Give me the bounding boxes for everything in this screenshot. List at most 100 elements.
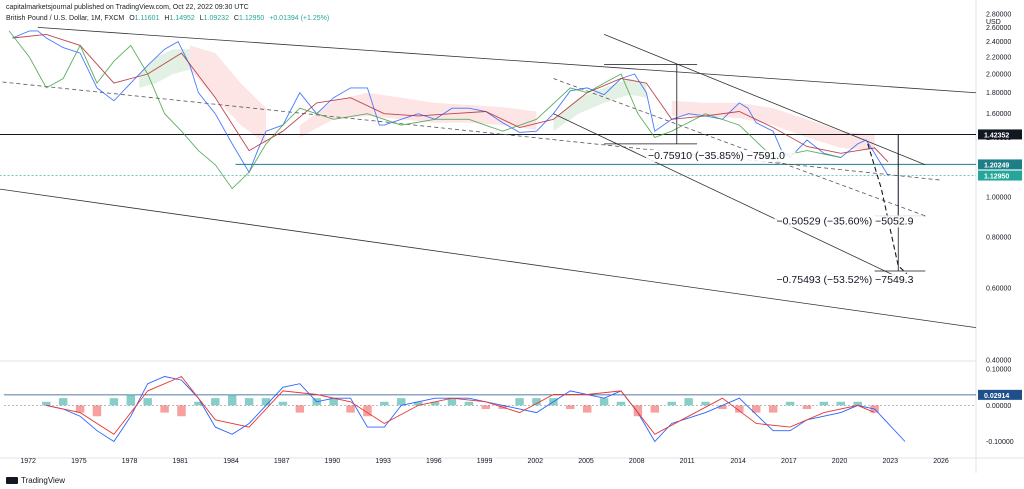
macd-histogram-bar-37 bbox=[667, 401, 676, 406]
macd-histogram-bar-10 bbox=[211, 398, 220, 406]
macd-histogram-bar-32 bbox=[582, 405, 592, 413]
annotation-text-2: −0.75493 (−53.52%) −7549.3 bbox=[777, 274, 914, 286]
macd-histogram-bar-18 bbox=[346, 405, 355, 413]
macd-histogram-bar-23 bbox=[430, 401, 440, 406]
high-value: 1.14952 bbox=[169, 15, 195, 22]
macd-series-0 bbox=[46, 376, 906, 443]
macd-histogram-bar-13 bbox=[261, 398, 271, 406]
symbol-title: British Pound / U.S. Dollar, 1M, FXCM bbox=[6, 15, 125, 22]
macd-histogram-bar-20 bbox=[380, 401, 389, 406]
macd-histogram-bar-43 bbox=[768, 405, 778, 413]
time-tick-7: 1993 bbox=[375, 458, 391, 465]
macd-histogram-bar-38 bbox=[684, 398, 693, 406]
macd-price-label-bg bbox=[978, 389, 1022, 400]
time-tick-16: 2020 bbox=[832, 458, 848, 465]
macd-histogram-bar-24 bbox=[447, 398, 457, 406]
annotation-bg-1 bbox=[774, 215, 925, 228]
macd-histogram-bar-14 bbox=[278, 401, 288, 406]
close-label: C bbox=[233, 15, 239, 22]
cloud-area-4 bbox=[671, 100, 875, 151]
time-tick-11: 2005 bbox=[578, 458, 594, 465]
macd-tick-1: 0.00000 bbox=[986, 403, 1011, 410]
time-tick-4: 1984 bbox=[223, 458, 239, 465]
annotation-text-0: −0.75910 (−35.85%) −7591.0 bbox=[648, 150, 785, 162]
trend-line-4 bbox=[553, 113, 909, 283]
macd-tick-0: 0.10000 bbox=[986, 367, 1011, 374]
macd-histogram-bar-34 bbox=[616, 401, 626, 406]
trend-line-0 bbox=[37, 27, 977, 94]
macd-histogram-bar-0 bbox=[42, 401, 51, 406]
tradingview-logo-icon bbox=[6, 477, 18, 484]
macd-histogram-bar-45 bbox=[802, 405, 812, 409]
price-tick-10: 0.80000 bbox=[986, 234, 1011, 241]
macd-histogram-bar-39 bbox=[701, 401, 710, 406]
macd-histogram-bar-15 bbox=[295, 405, 305, 413]
macd-histogram-bar-47 bbox=[836, 401, 845, 406]
open-label: O bbox=[129, 15, 135, 22]
publisher-line: capitalmarketsjournal published on Tradi… bbox=[6, 4, 249, 11]
macd-histogram-bar-44 bbox=[785, 401, 795, 406]
price-series-0 bbox=[12, 30, 889, 176]
projection-path bbox=[867, 143, 908, 275]
macd-histogram-bar-42 bbox=[752, 405, 761, 413]
macd-histogram-bar-11 bbox=[227, 394, 237, 406]
time-tick-2: 1978 bbox=[122, 458, 138, 465]
annotation-bg-0 bbox=[646, 149, 796, 162]
tradingview-logo[interactable]: TradingView bbox=[6, 476, 65, 485]
macd-histogram-bar-21 bbox=[397, 398, 406, 406]
price-label-1: 1.20249 bbox=[984, 162, 1009, 169]
macd-histogram-bar-29 bbox=[532, 398, 541, 406]
macd-histogram-bar-28 bbox=[515, 398, 524, 406]
trend-line-3 bbox=[603, 34, 926, 166]
trend-line-1 bbox=[0, 188, 977, 328]
close-value: 1.12950 bbox=[238, 15, 265, 22]
low-label: L bbox=[199, 15, 204, 22]
macd-histogram-bar-25 bbox=[464, 401, 474, 406]
time-tick-8: 1996 bbox=[426, 458, 442, 465]
macd-histogram-bar-36 bbox=[650, 405, 660, 413]
macd-histogram-bar-8 bbox=[177, 405, 186, 417]
ohlc-bar: British Pound / U.S. Dollar, 1M, FXCM O1… bbox=[6, 15, 329, 22]
annotation-bg-2 bbox=[774, 273, 925, 286]
time-tick-10: 2002 bbox=[527, 458, 543, 465]
macd-histogram-bar-40 bbox=[718, 405, 727, 409]
time-tick-13: 2011 bbox=[680, 458, 695, 465]
time-tick-0: 1972 bbox=[20, 458, 36, 465]
time-tick-9: 1999 bbox=[477, 458, 493, 465]
price-tick-5: 1.80000 bbox=[986, 90, 1011, 97]
time-tick-15: 2017 bbox=[781, 458, 797, 465]
price-axis-currency: USD bbox=[986, 19, 1001, 26]
time-tick-1: 1975 bbox=[71, 458, 87, 465]
macd-histogram-bar-5 bbox=[126, 394, 136, 406]
trend-line-5 bbox=[553, 78, 926, 217]
macd-histogram-bar-9 bbox=[194, 401, 203, 406]
price-label-bg-2 bbox=[978, 170, 1022, 181]
macd-histogram-bar-19 bbox=[363, 405, 372, 417]
low-value: 1.09232 bbox=[203, 15, 229, 22]
time-tick-18: 2026 bbox=[933, 458, 949, 465]
price-tick-9: 1.00000 bbox=[986, 195, 1011, 202]
macd-histogram-bar-46 bbox=[819, 401, 829, 406]
price-label-bg-0 bbox=[978, 129, 1022, 140]
open-value: 1.11601 bbox=[134, 15, 160, 22]
macd-histogram-bar-48 bbox=[853, 401, 862, 406]
cloud-area-0 bbox=[139, 49, 190, 88]
price-tick-6: 1.60000 bbox=[986, 111, 1011, 118]
price-tick-2: 2.40000 bbox=[986, 39, 1011, 46]
macd-histogram-bar-35 bbox=[633, 405, 643, 417]
price-label-0: 1.42352 bbox=[984, 132, 1009, 139]
price-tick-11: 0.60000 bbox=[986, 285, 1011, 292]
macd-histogram-bar-7 bbox=[160, 405, 169, 413]
time-tick-17: 2023 bbox=[882, 458, 898, 465]
time-tick-5: 1987 bbox=[274, 458, 290, 465]
time-tick-14: 2014 bbox=[730, 458, 746, 465]
macd-price-label: 0.02914 bbox=[984, 393, 1009, 400]
macd-histogram-bar-12 bbox=[244, 398, 254, 406]
price-tick-1: 2.60000 bbox=[986, 25, 1011, 32]
macd-histogram-bar-1 bbox=[58, 398, 68, 406]
price-series-2 bbox=[8, 30, 841, 190]
macd-histogram-bar-31 bbox=[566, 405, 575, 409]
cloud-area-2 bbox=[299, 92, 537, 138]
